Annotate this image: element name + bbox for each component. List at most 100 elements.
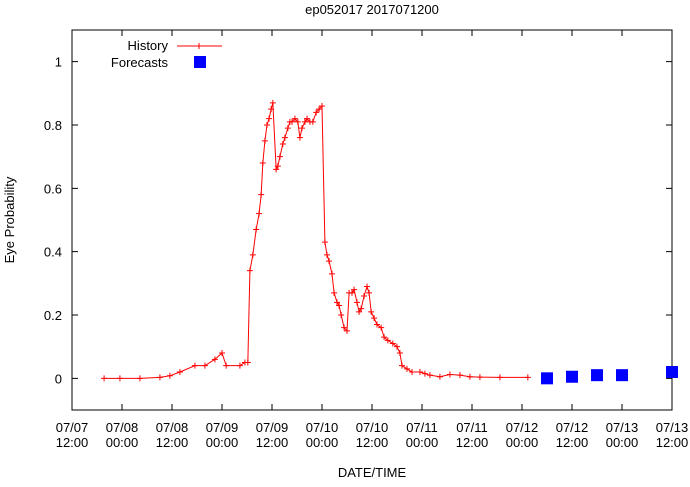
- y-tick-label: 0: [55, 371, 62, 386]
- history-point: [219, 350, 225, 356]
- history-point: [191, 362, 198, 369]
- history-point: [269, 99, 276, 106]
- history-point: [211, 356, 218, 363]
- history-point: [264, 122, 270, 128]
- history-point: [258, 191, 265, 198]
- forecast-point: [616, 369, 628, 382]
- history-point: [334, 299, 340, 306]
- history-point: [404, 365, 410, 372]
- history-point: [253, 226, 260, 233]
- history-point: [378, 324, 385, 331]
- history-point: [319, 103, 325, 109]
- history-point: [321, 239, 328, 246]
- legend-forecast-marker: [194, 56, 206, 68]
- history-point: [101, 375, 108, 382]
- history-point: [524, 374, 531, 381]
- x-tick-label-time: 00:00: [606, 435, 639, 450]
- history-point: [396, 350, 403, 356]
- x-tick-label-time: 00:00: [506, 435, 539, 450]
- history-point: [351, 286, 358, 293]
- y-tick-label: 1: [55, 55, 62, 70]
- x-tick-label-time: 00:00: [306, 435, 339, 450]
- x-tick-label-date: 07/10: [356, 420, 389, 435]
- history-point: [304, 115, 310, 122]
- history-point: [176, 369, 183, 375]
- x-tick-label-time: 00:00: [106, 435, 139, 450]
- history-point: [259, 160, 266, 166]
- history-point: [496, 374, 503, 381]
- history-point: [246, 267, 253, 274]
- history-point: [368, 308, 375, 315]
- x-tick-label-time: 12:00: [556, 435, 589, 450]
- history-point: [281, 134, 288, 141]
- history-point: [389, 340, 396, 347]
- history-point: [331, 289, 338, 296]
- history-point: [399, 362, 405, 369]
- history-point: [409, 369, 415, 375]
- x-tick-label-date: 07/09: [206, 420, 239, 435]
- history-line: [104, 102, 528, 379]
- history-point: [279, 141, 286, 147]
- history-point: [296, 134, 303, 141]
- x-tick-label-time: 12:00: [356, 435, 389, 450]
- history-point: [313, 109, 320, 116]
- history-point: [136, 375, 143, 382]
- history-point: [291, 115, 298, 122]
- x-tick-label-date: 07/07: [56, 420, 89, 435]
- history-point: [416, 369, 423, 375]
- history-point: [236, 362, 243, 369]
- x-tick-label-time: 12:00: [256, 435, 289, 450]
- history-point: [276, 153, 283, 160]
- forecast-point: [591, 369, 603, 382]
- history-point: [324, 251, 330, 258]
- history-point: [358, 305, 365, 312]
- x-tick-label-time: 12:00: [656, 435, 689, 450]
- y-tick-label: 0.4: [44, 245, 62, 260]
- history-point: [371, 315, 378, 322]
- history-point: [256, 210, 263, 217]
- y-tick-label: 0.6: [44, 181, 62, 196]
- x-tick-label-time: 12:00: [456, 435, 489, 450]
- plot-frame: [71, 29, 673, 411]
- x-tick-label-date: 07/08: [106, 420, 139, 435]
- history-point: [336, 302, 343, 309]
- x-tick-label-date: 07/11: [456, 420, 488, 435]
- legend-label-forecasts: Forecasts: [111, 55, 169, 70]
- history-point: [289, 118, 295, 125]
- forecast-point: [666, 366, 678, 378]
- history-point: [341, 324, 348, 331]
- history-point: [266, 115, 273, 122]
- legend-label-history: History: [128, 38, 169, 53]
- history-point: [284, 125, 291, 132]
- x-axis-label: DATE/TIME: [338, 465, 407, 480]
- history-point: [326, 258, 333, 265]
- history-point: [274, 163, 281, 170]
- x-tick-label-date: 07/13: [606, 420, 639, 435]
- history-point: [329, 270, 335, 277]
- history-point: [349, 289, 355, 296]
- history-point: [476, 374, 483, 381]
- history-point: [201, 362, 208, 369]
- history-point: [361, 293, 368, 299]
- chart-title: ep052017 2017071200: [305, 2, 439, 17]
- history-point: [436, 373, 443, 380]
- history-point: [261, 137, 268, 144]
- history-point: [156, 374, 163, 381]
- history-point: [316, 106, 323, 113]
- x-tick-label-date: 07/09: [256, 420, 289, 435]
- y-axis-label: Eye Probability: [2, 176, 17, 263]
- x-tick-label-time: 00:00: [206, 435, 239, 450]
- history-point: [364, 283, 370, 290]
- history-point: [344, 327, 350, 334]
- history-point: [374, 321, 380, 328]
- history-point: [223, 362, 230, 369]
- forecast-point: [541, 372, 553, 385]
- x-tick-label-time: 12:00: [56, 435, 89, 450]
- x-tick-label-date: 07/08: [156, 420, 189, 435]
- legend-history-marker: [196, 43, 202, 49]
- history-point: [116, 375, 123, 382]
- history-point: [166, 372, 173, 379]
- history-point: [309, 118, 316, 125]
- history-point: [456, 372, 463, 379]
